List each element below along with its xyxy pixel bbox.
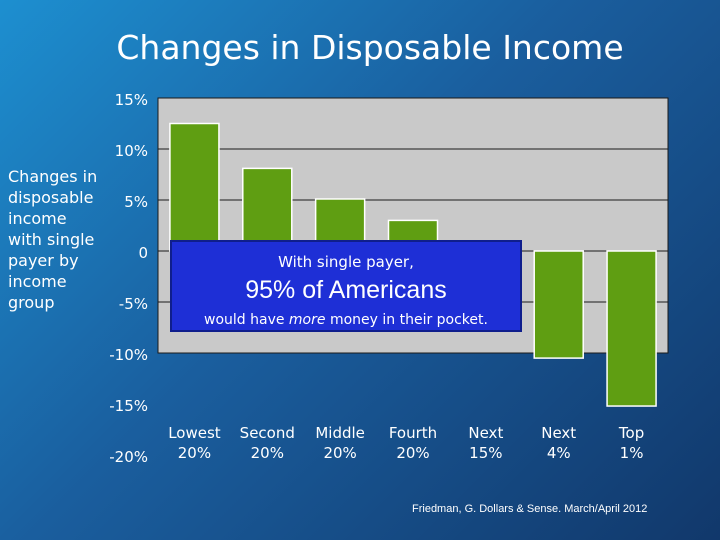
y-tick-label: 15% <box>115 91 148 109</box>
bar <box>606 250 657 407</box>
y-tick-labels: 15% 10% 5% 0 -5% -10% -15% -20% <box>109 91 148 466</box>
y-tick-label: -15% <box>109 397 148 415</box>
x-category-label: 20% <box>178 444 211 462</box>
x-category-labels: Lowest 20% Second 20% Middle 20% Fourth 20% Next… <box>168 424 644 462</box>
bar <box>169 122 220 252</box>
x-category-label: 20% <box>323 444 356 462</box>
y-tick-label: -10% <box>109 346 148 364</box>
x-category-label: Next <box>468 424 503 442</box>
y-tick-label: -5% <box>119 295 148 313</box>
y-tick-label: -20% <box>109 448 148 466</box>
y-tick-label: 10% <box>115 142 148 160</box>
chart-title: Changes in Disposable Income <box>116 28 624 67</box>
y-axis-label: Changes in disposable income with single… <box>8 167 98 312</box>
y-tick-label: 0 <box>138 244 148 262</box>
callout-headline: 95% of Americans <box>245 276 447 304</box>
x-category-label: 4% <box>547 444 571 462</box>
bar <box>533 250 584 359</box>
x-category-label: 1% <box>620 444 644 462</box>
bar <box>242 167 293 252</box>
x-category-label: Second <box>240 424 295 442</box>
x-category-label: Middle <box>315 424 365 442</box>
callout-box: With single payer, 95% of Americans woul… <box>170 240 522 332</box>
x-category-label: Next <box>541 424 576 442</box>
x-category-label: Fourth <box>389 424 437 442</box>
x-category-label: Top <box>618 424 644 442</box>
callout-line-3-start: would have <box>204 312 289 328</box>
y-tick-label: 5% <box>124 193 148 211</box>
x-category-label: 20% <box>251 444 284 462</box>
x-category-label: 15% <box>469 444 502 462</box>
callout-line-1: With single payer, <box>278 253 414 271</box>
source-citation: Friedman, G. Dollars & Sense. March/Apri… <box>412 503 648 515</box>
x-category-label: Lowest <box>168 424 221 442</box>
callout-line-3: would have more money in their pocket. <box>172 312 520 328</box>
callout-emphasis: more <box>288 312 326 328</box>
x-category-label: 20% <box>396 444 429 462</box>
callout-line-3-end: money in their pocket. <box>325 312 488 328</box>
